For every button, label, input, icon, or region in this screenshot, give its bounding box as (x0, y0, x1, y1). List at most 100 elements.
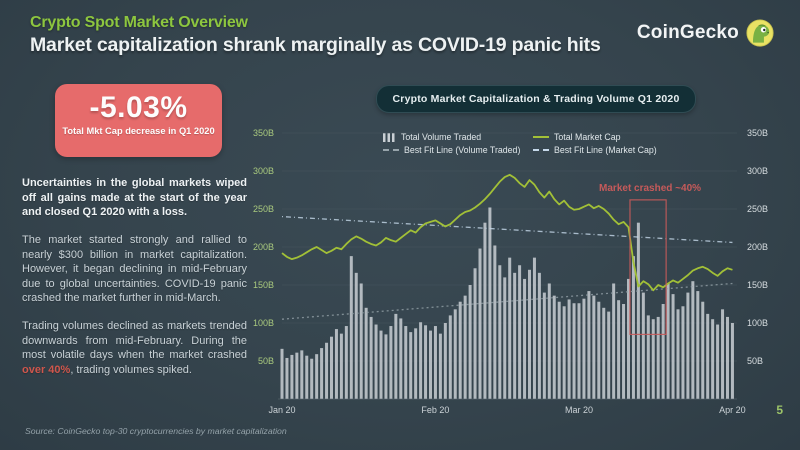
volume-bar (508, 257, 512, 399)
volume-bar (315, 354, 319, 399)
coingecko-logo: CoinGecko (637, 19, 774, 47)
chart-title: Crypto Market Capitalization & Trading V… (376, 85, 696, 113)
volume-bar (290, 354, 294, 399)
volume-bar (394, 313, 398, 399)
volume-bar (721, 309, 725, 399)
volume-bar (537, 272, 541, 399)
volume-bar (300, 350, 304, 399)
market-cap-line-icon (533, 136, 549, 138)
volume-bar (716, 324, 720, 399)
legend-label-market-cap: Total Market Cap (554, 132, 621, 142)
volume-bar (334, 329, 338, 399)
crash-annotation-box (629, 199, 667, 336)
volume-bar (330, 336, 333, 399)
volume-bar (518, 265, 522, 399)
page-number: 5 (776, 403, 783, 417)
market-cap-trend-icon (533, 149, 549, 151)
volume-bar (414, 328, 418, 399)
volume-bar (305, 355, 309, 399)
volume-bar (706, 313, 710, 399)
volume-bar (379, 330, 383, 399)
y-tick-right: 250B (747, 204, 768, 214)
volume-bar (701, 301, 705, 399)
summary-paragraph: Uncertainties in the global markets wipe… (22, 177, 247, 219)
legend-label-market-cap-trend: Best Fit Line (Market Cap) (554, 145, 657, 155)
trend-line (281, 215, 733, 244)
volume-bar (587, 291, 591, 399)
y-tick-left: 100B (253, 318, 274, 328)
trend-line (281, 282, 733, 320)
volume-bar (419, 322, 423, 399)
volume-bar (409, 332, 413, 399)
volume-bar (552, 295, 556, 399)
volume-bars (280, 207, 734, 399)
volume-bar (528, 269, 531, 399)
y-tick-left: 350B (253, 128, 274, 138)
volume-bar (627, 278, 630, 399)
volume-bar (493, 245, 497, 399)
volume-bar (438, 333, 442, 399)
volume-bar (523, 278, 527, 399)
volume-bar (726, 316, 729, 399)
volume-bar (503, 277, 507, 399)
volume-bar (730, 323, 734, 399)
volume-bar (285, 357, 289, 399)
volume-bar (602, 307, 606, 399)
volume-bar (325, 342, 329, 399)
volume-bar (513, 272, 517, 399)
crash-annotation-label: Market crashed ~40% (599, 183, 701, 194)
volume-bar (310, 358, 314, 399)
slide-kicker: Crypto Spot Market Overview (30, 14, 248, 31)
volume-bar (607, 311, 611, 399)
x-tick: Apr 20 (719, 405, 746, 415)
volume-bar (646, 315, 650, 399)
y-tick-left: 50B (258, 356, 274, 366)
crash-percent-highlight: over 40% (22, 363, 71, 376)
commentary-column: Uncertainties in the global markets wipe… (22, 176, 247, 391)
volume-bar (597, 301, 601, 399)
volume-paragraph-end: , trading volumes spiked. (70, 363, 192, 376)
volume-bar (641, 292, 645, 399)
volume-bar (443, 323, 447, 399)
volume-bar (676, 309, 680, 399)
volume-bar (429, 330, 432, 399)
legend-label-volume-trend: Best Fit Line (Volume Traded) (404, 145, 521, 155)
volume-bar (280, 348, 284, 399)
volume-bar (359, 283, 363, 399)
y-axis-labels: 50B 50B 100B 100B 150B 150B 200B 200B 250B 250B 30… (253, 128, 768, 366)
volume-bar (547, 283, 551, 399)
volume-paragraph: Trading volumes declined as markets tren… (22, 319, 247, 378)
volume-bar (364, 307, 368, 399)
y-tick-left: 300B (253, 166, 274, 176)
volume-bar (592, 295, 596, 399)
legend-item-volume: Total Volume Traded (383, 132, 533, 142)
volume-bar (369, 316, 373, 399)
y-tick-right: 350B (747, 128, 768, 138)
volume-bar (404, 326, 408, 399)
legend-item-market-cap: Total Market Cap (533, 132, 657, 142)
volume-bars-icon (383, 132, 396, 142)
y-tick-right: 200B (747, 242, 768, 252)
source-note: Source: CoinGecko top-30 cryptocurrencie… (25, 426, 287, 436)
volume-bar (478, 248, 482, 399)
volume-bar (354, 272, 358, 399)
volume-bar (681, 306, 685, 399)
chart-legend: Total Volume Traded Total Market Cap Bes… (383, 132, 657, 155)
volume-bar (498, 265, 502, 399)
volume-bar (384, 334, 388, 399)
volume-bar (671, 294, 675, 399)
y-tick-right: 150B (747, 280, 768, 290)
volume-bar (339, 333, 343, 399)
x-tick: Jan 20 (268, 405, 295, 415)
volume-bar (617, 300, 621, 399)
volume-bar (488, 207, 492, 399)
legend-item-market-cap-trend: Best Fit Line (Market Cap) (533, 145, 657, 155)
volume-bar (458, 301, 462, 399)
volume-bar (711, 319, 715, 399)
y-tick-right: 100B (747, 318, 768, 328)
volume-bar (582, 298, 586, 399)
volume-bar (468, 285, 472, 399)
volume-bar (448, 315, 452, 399)
volume-bar (295, 352, 299, 399)
volume-trend-icon (383, 149, 399, 151)
